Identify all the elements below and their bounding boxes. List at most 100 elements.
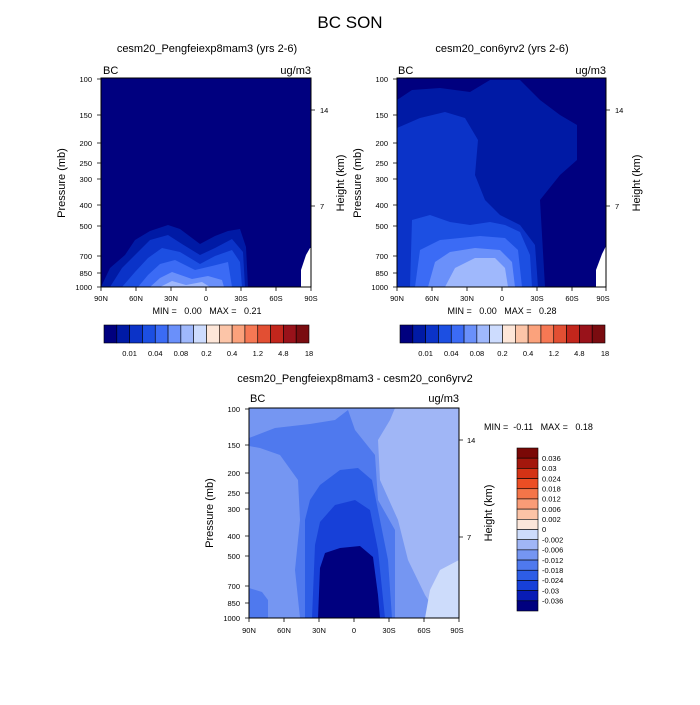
colorbar-label: -0.036 bbox=[542, 597, 563, 606]
colorbar-swatch bbox=[180, 324, 194, 344]
panel-1-xtick-label: 30N bbox=[164, 294, 178, 303]
panel-1-ytick-label: 400 bbox=[79, 201, 92, 210]
panel-1-corner-right: ug/m3 bbox=[280, 65, 311, 77]
panel-3-title: cesm20_Pengfeiexp8mam3 - cesm20_con6yrv2 bbox=[237, 373, 472, 385]
panel-3-ytick-label: 150 bbox=[227, 441, 240, 450]
colorbar-swatch bbox=[516, 468, 539, 479]
panel-2-xtick-label: 30N bbox=[460, 294, 474, 303]
panel-2-xticks: 90N 60N 30N 0 30S 60S 90S bbox=[390, 287, 610, 303]
panel-3-contour-field bbox=[249, 408, 459, 618]
panel-1-ytick-label: 850 bbox=[79, 269, 92, 278]
panel-3-stats: MIN = -0.11 MAX = 0.18 bbox=[484, 422, 593, 432]
colorbar-label: -0.018 bbox=[542, 566, 563, 575]
panel-2-xtick-label: 60S bbox=[565, 294, 578, 303]
panel-2-stats: MIN = 0.00 MAX = 0.28 bbox=[447, 306, 556, 316]
colorbar-swatch bbox=[129, 324, 143, 344]
panel-1-y2label: Height (km) bbox=[335, 155, 347, 212]
panel-3: cesm20_Pengfeiexp8mam3 - cesm20_con6yrv2… bbox=[204, 373, 593, 635]
colorbar-swatch bbox=[116, 324, 130, 344]
panel-3-xtick-label: 60S bbox=[417, 626, 430, 635]
panel-1-xtick-label: 90N bbox=[94, 294, 108, 303]
colorbar-label: 18 bbox=[601, 349, 609, 358]
panel-1-colorbar bbox=[103, 324, 310, 344]
colorbar-label: 0.036 bbox=[542, 454, 561, 463]
colorbar-label: 0.2 bbox=[497, 349, 507, 358]
panel-2-contour-field bbox=[397, 78, 606, 287]
colorbar-swatch bbox=[579, 324, 593, 344]
panel-2-ylabel: Pressure (mb) bbox=[352, 148, 364, 218]
colorbar-label: 0.4 bbox=[227, 349, 237, 358]
panel-1-xticks: 90N 60N 30N 0 30S 60S 90S bbox=[94, 287, 318, 303]
colorbar-label: 18 bbox=[305, 349, 313, 358]
panel-3-y2ticks: 14 7 bbox=[459, 436, 475, 542]
panel-1-ytick-label: 150 bbox=[79, 111, 92, 120]
panel-2-corner-left: BC bbox=[398, 65, 413, 77]
panel-2: cesm20_con6yrv2 (yrs 2-6) BC ug/m3 100 1… bbox=[352, 43, 643, 358]
panel-3-ytick-label: 250 bbox=[227, 489, 240, 498]
colorbar-swatch bbox=[425, 324, 439, 344]
colorbar-swatch bbox=[516, 580, 539, 591]
colorbar-swatch bbox=[412, 324, 426, 344]
panel-2-ytick-label: 150 bbox=[375, 111, 388, 120]
colorbar-swatch bbox=[566, 324, 580, 344]
colorbar-swatch bbox=[438, 324, 452, 344]
colorbar-swatch bbox=[527, 324, 542, 344]
panel-1-ytick-label: 200 bbox=[79, 139, 92, 148]
colorbar-label: 0.08 bbox=[470, 349, 485, 358]
colorbar-swatch bbox=[103, 324, 118, 344]
colorbar-swatch bbox=[516, 457, 539, 469]
panel-1-ytick-label: 300 bbox=[79, 175, 92, 184]
panel-2-colorbar bbox=[399, 324, 606, 344]
panel-2-title: cesm20_con6yrv2 (yrs 2-6) bbox=[435, 43, 568, 55]
colorbar-swatch bbox=[283, 324, 297, 344]
colorbar-label: 0.08 bbox=[174, 349, 189, 358]
colorbar-label: 0.012 bbox=[542, 495, 561, 504]
colorbar-swatch bbox=[516, 590, 539, 602]
colorbar-label: 0.01 bbox=[122, 349, 137, 358]
panel-3-ytick-label: 1000 bbox=[223, 614, 240, 623]
panel-2-ytick-label: 1000 bbox=[371, 283, 388, 292]
panel-2-y2ticks: 14 7 bbox=[606, 106, 623, 211]
panel-1-ytick-label: 700 bbox=[79, 252, 92, 261]
colorbar-swatch bbox=[540, 324, 555, 344]
panel-3-ytick-label: 500 bbox=[227, 552, 240, 561]
panel-1-ylabel: Pressure (mb) bbox=[56, 148, 68, 218]
panel-1-xtick-label: 0 bbox=[204, 294, 208, 303]
colorbar-label: 0.2 bbox=[201, 349, 211, 358]
panel-2-ytick-label: 700 bbox=[375, 252, 388, 261]
panel-2-corner-right: ug/m3 bbox=[575, 65, 606, 77]
colorbar-label: 0.03 bbox=[542, 464, 557, 473]
panel-3-corner-right: ug/m3 bbox=[428, 393, 459, 405]
colorbar-label: 0.4 bbox=[523, 349, 533, 358]
panel-3-ytick-label: 850 bbox=[227, 599, 240, 608]
panel-1-contour-field bbox=[101, 78, 311, 287]
panel-3-xtick-label: 30N bbox=[312, 626, 326, 635]
panel-2-colorbar-labels: 0.01 0.04 0.08 0.2 0.4 1.2 4.8 18 bbox=[418, 349, 609, 358]
panel-2-ytick-label: 100 bbox=[375, 75, 388, 84]
panel-2-ytick-label: 300 bbox=[375, 175, 388, 184]
colorbar-swatch bbox=[516, 539, 539, 551]
colorbar-label: 0.006 bbox=[542, 505, 561, 514]
panel-1-yticks: 100 150 200 250 300 400 500 700 850 1000 bbox=[75, 75, 101, 292]
panel-3-colorbar bbox=[516, 447, 539, 612]
colorbar-swatch bbox=[450, 324, 465, 344]
colorbar-swatch bbox=[516, 478, 539, 490]
colorbar-swatch bbox=[206, 324, 220, 344]
panel-2-yticks: 100 150 200 250 300 400 500 700 850 1000 bbox=[371, 75, 397, 292]
panel-3-ytick-label: 400 bbox=[227, 532, 240, 541]
panel-1-ytick-label: 500 bbox=[79, 222, 92, 231]
colorbar-label: 0.018 bbox=[542, 485, 561, 494]
colorbar-swatch bbox=[154, 324, 169, 344]
colorbar-label: -0.024 bbox=[542, 576, 563, 585]
panel-3-ytick-label: 100 bbox=[227, 405, 240, 414]
panel-3-ytick-label: 700 bbox=[227, 582, 240, 591]
panel-3-xtick-label: 60N bbox=[277, 626, 291, 635]
panel-2-xtick-label: 90S bbox=[596, 294, 609, 303]
colorbar-label: 1.2 bbox=[549, 349, 559, 358]
colorbar-swatch bbox=[591, 324, 606, 344]
colorbar-label: 0.002 bbox=[542, 515, 561, 524]
panel-3-xtick-label: 90S bbox=[450, 626, 463, 635]
panel-1-stats: MIN = 0.00 MAX = 0.21 bbox=[152, 306, 261, 316]
panel-1-y2tick-label: 14 bbox=[320, 106, 328, 115]
